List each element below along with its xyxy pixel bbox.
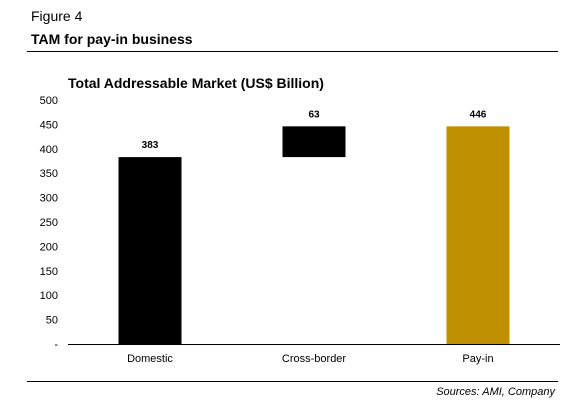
- data-label: 63: [308, 109, 320, 120]
- y-tick-label: 400: [40, 144, 58, 156]
- y-tick-label: 250: [40, 217, 58, 229]
- y-tick-label: 300: [40, 193, 58, 205]
- bar-domestic: [118, 157, 182, 344]
- y-tick-label: 350: [40, 168, 58, 180]
- bars: [118, 126, 510, 345]
- source-note: Sources: AMI, Company: [436, 386, 555, 398]
- y-axis: - 50 100 150 200 250 300 350 400 450 500: [40, 95, 59, 351]
- top-rule: [27, 51, 558, 52]
- y-tick-label: 200: [40, 241, 58, 253]
- figure-label: Figure 4: [31, 8, 83, 24]
- figure-title: TAM for pay-in business: [31, 31, 193, 47]
- chart-title: Total Addressable Market (US$ Billion): [68, 75, 324, 91]
- y-tick-label: 150: [40, 266, 58, 278]
- x-tick-label: Pay-in: [462, 353, 493, 365]
- y-tick-label: -: [54, 339, 58, 351]
- bar-pay-in: [446, 126, 510, 345]
- bottom-rule: [27, 381, 558, 382]
- bar-cross-border: [282, 126, 346, 158]
- data-label: 383: [142, 140, 159, 151]
- chart: Total Addressable Market (US$ Billion) -…: [40, 75, 560, 365]
- x-axis: Domestic Cross-border Pay-in: [68, 344, 560, 365]
- x-tick-label: Cross-border: [282, 353, 347, 365]
- y-tick-label: 50: [46, 315, 58, 327]
- data-label: 446: [470, 109, 487, 120]
- y-tick-label: 450: [40, 119, 58, 131]
- y-tick-label: 100: [40, 290, 58, 302]
- y-tick-label: 500: [40, 95, 58, 107]
- data-labels: 383 63 446: [142, 109, 487, 151]
- x-tick-label: Domestic: [127, 353, 173, 365]
